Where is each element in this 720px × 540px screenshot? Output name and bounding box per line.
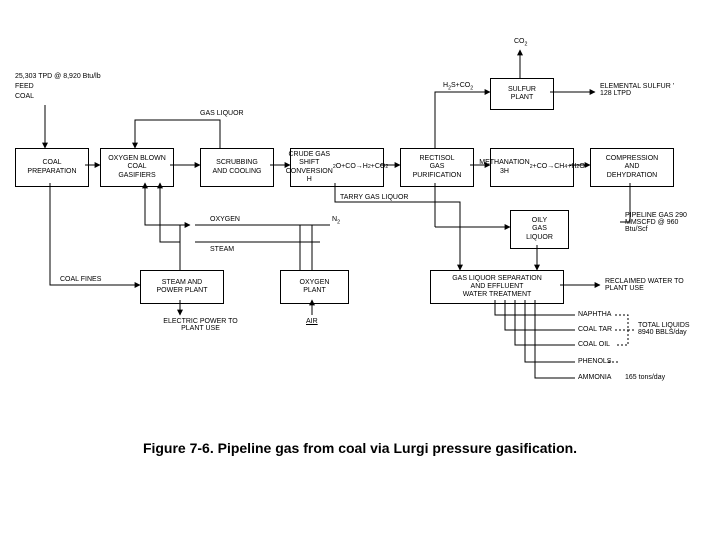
feed-l2: FEED [15,83,34,90]
node-treat: GAS LIQUOR SEPARATIONAND EFFLUENTWATER T… [430,270,564,304]
coaloil-label: COAL OIL [578,341,610,348]
phenols-label: PHENOLS [578,358,611,365]
feed-l3: COAL [15,93,34,100]
ammonia-label: AMMONIA [578,374,611,381]
air-label: AIR [306,318,318,325]
gasliquor-label: GAS LIQUOR [200,110,244,117]
ammonia-out: 165 tons/day [625,374,665,381]
node-crude: CRUDE GASSHIFT CONVERSIONH2O+CO→H2+CO2 [290,148,384,187]
coalfines-label: COAL FINES [60,276,101,283]
node-o2plant: OXYGENPLANT [280,270,349,304]
feed-l1: 25,303 TPD @ 8,920 Btu/lb [15,73,101,80]
node-rectisol: RECTISOLGASPURIFICATION [400,148,474,187]
liquids-out: TOTAL LIQUIDS 8940 BBLS/day [638,322,698,336]
node-scrub: SCRUBBINGAND COOLING [200,148,274,187]
reclaimed-out: RECLAIMED WATER TO PLANT USE [605,278,690,292]
oxygen-label: OXYGEN [210,216,240,223]
coaltar-label: COAL TAR [578,326,612,333]
h2sco2-label: H2S+CO2 [443,82,473,91]
tarry-label: TARRY GAS LIQUOR [340,194,408,201]
node-comp: COMPRESSIONANDDEHYDRATION [590,148,674,187]
node-steamplant: STEAM ANDPOWER PLANT [140,270,224,304]
co2-label: CO2 [514,38,527,47]
figure-caption: Figure 7-6. Pipeline gas from coal via L… [0,440,720,456]
pipeline-out: PIPELINE GAS 290 MMSCFD @ 960 Btu/Scf [625,212,695,233]
node-meth: METHANATION3H2+CO→CH4+H2O [490,148,574,187]
n2-label: N2 [332,216,340,225]
naphtha-label: NAPHTHA [578,311,611,318]
steam-label: STEAM [210,246,234,253]
elemental-out: ELEMENTAL SULFUR ’ 128 LTPD [600,83,680,97]
elecpower-label: ELECTRIC POWER TO PLANT USE [158,318,243,332]
node-oily: OILYGASLIQUOR [510,210,569,249]
flow-lines [0,0,720,540]
node-sulfur: SULFURPLANT [490,78,554,110]
node-coal_prep: COALPREPARATION [15,148,89,187]
node-gasifiers: OXYGEN BLOWNCOALGASIFIERS [100,148,174,187]
